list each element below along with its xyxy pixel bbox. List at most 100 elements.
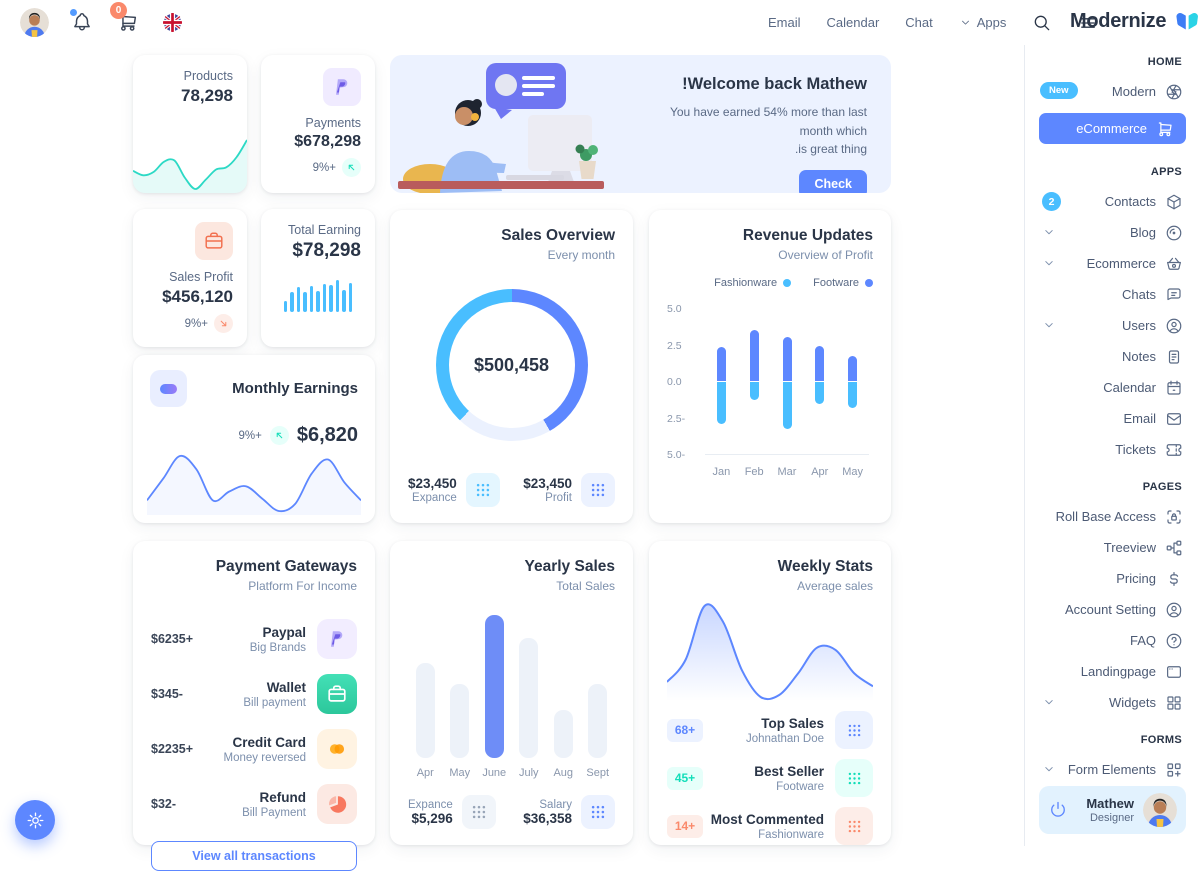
grid-dots-icon[interactable] bbox=[581, 473, 615, 507]
paypal-icon bbox=[317, 619, 357, 659]
revenue-bar-fashionware bbox=[782, 382, 792, 429]
chevron-down-icon bbox=[1042, 318, 1056, 332]
nav-chat-link[interactable]: Chat bbox=[905, 15, 933, 30]
revenue-legend: Fashionware Footware bbox=[667, 277, 873, 289]
user-circle-icon bbox=[1165, 317, 1183, 335]
grid-dots-icon[interactable] bbox=[835, 711, 873, 749]
check-button[interactable]: Check bbox=[799, 169, 867, 193]
revenue-bar-fashionware bbox=[716, 382, 726, 425]
yearly-sales-card: Yearly Sales Total Sales Apr May June July A… bbox=[390, 541, 633, 845]
sidebar-item-calendar[interactable]: Calendar bbox=[1025, 372, 1200, 403]
salary-stat: Salary $36,358 bbox=[523, 795, 615, 829]
nav-calendar-link[interactable]: Calendar bbox=[826, 15, 880, 30]
cart-button[interactable]: 0 bbox=[110, 1, 141, 35]
notifications-button[interactable] bbox=[70, 8, 95, 35]
notification-dot bbox=[70, 8, 77, 16]
search-icon[interactable] bbox=[1032, 13, 1052, 33]
dollar-icon bbox=[1165, 570, 1183, 588]
brand-logo-icon bbox=[1174, 9, 1200, 33]
sidebar-item-chats[interactable]: Chats bbox=[1025, 279, 1200, 310]
payments-card: Payments $678,298 9%+ bbox=[261, 55, 375, 193]
topbar-left-cluster: 0 bbox=[20, 0, 182, 45]
nav-apps-dropdown[interactable]: Apps bbox=[959, 15, 1006, 30]
mail-icon bbox=[1165, 410, 1183, 428]
yearly-sales-bar-chart: Apr May June July Aug Sept bbox=[408, 601, 615, 779]
sidebar-item-roll-base-access[interactable]: Roll Base Access bbox=[1025, 501, 1200, 532]
total-earning-card: Total Earning $78,298 bbox=[261, 209, 375, 347]
user-avatar[interactable] bbox=[20, 8, 49, 37]
yearly-sales-bar bbox=[415, 663, 435, 758]
basket-icon bbox=[1165, 255, 1183, 273]
sales-profit-value: $456,120 bbox=[162, 287, 233, 306]
language-flag-button[interactable] bbox=[163, 13, 182, 32]
sidebar-item-pricing[interactable]: Pricing bbox=[1025, 563, 1200, 594]
sidebar-item-contacts[interactable]: 2 Contacts bbox=[1025, 186, 1200, 217]
sidebar-item-users[interactable]: Users bbox=[1025, 310, 1200, 341]
gateway-row-paypal: $6235+ Paypal Big Brands bbox=[151, 619, 357, 659]
total-earning-bar bbox=[316, 290, 320, 312]
sales-overview-footer: $23,450 Expance $23,450 Profit bbox=[408, 473, 615, 507]
grid-dots-icon[interactable] bbox=[835, 759, 873, 797]
layout-grid-icon bbox=[1165, 694, 1183, 712]
total-earning-bar bbox=[335, 279, 340, 312]
x-axis-label: Aug bbox=[553, 767, 574, 779]
welcome-title: !Welcome back Mathew bbox=[682, 75, 867, 93]
sales-overview-subtitle: Every month bbox=[547, 248, 615, 262]
nav-email-link[interactable]: Email bbox=[768, 15, 801, 30]
section-title-home: HOME bbox=[1147, 56, 1182, 68]
sidebar-item-treeview[interactable]: Treeview bbox=[1025, 532, 1200, 563]
sidebar-user-card[interactable]: Mathew Designer bbox=[1039, 786, 1186, 834]
chevron-down-icon bbox=[1042, 256, 1056, 270]
grid-dots-icon[interactable] bbox=[465, 473, 500, 507]
sales-profit-label: Sales Profit bbox=[169, 270, 233, 284]
grid-dots-icon[interactable] bbox=[835, 807, 873, 845]
revenue-updates-card: Revenue Updates Overview of Profit Fashi… bbox=[649, 210, 891, 523]
sidebar-item-landingpage[interactable]: Landingpage bbox=[1025, 656, 1200, 687]
sidebar-item-email[interactable]: Email bbox=[1025, 403, 1200, 434]
grid-dots-icon[interactable] bbox=[461, 795, 496, 829]
payments-delta: 9%+ bbox=[275, 158, 361, 177]
revenue-bar-footware bbox=[749, 329, 759, 381]
briefcase-icon bbox=[195, 222, 233, 260]
sidebar-item-form-elements[interactable]: Form Elements bbox=[1025, 754, 1200, 785]
sidebar-item-widgets[interactable]: Widgets bbox=[1025, 687, 1200, 718]
total-earning-bar bbox=[296, 286, 301, 312]
most-commented-badge: 14+ bbox=[667, 814, 703, 838]
main-content: Products 78,298 Payments $678,298 9%+ bbox=[133, 55, 891, 871]
total-earning-bar bbox=[290, 292, 294, 312]
welcome-banner: !Welcome back Mathew You have earned 54%… bbox=[390, 55, 891, 193]
lock-access-icon bbox=[1165, 508, 1183, 526]
section-title-pages: PAGES bbox=[1142, 481, 1182, 493]
sidebar-item-notes[interactable]: Notes bbox=[1025, 341, 1200, 372]
sidebar-item-tickets[interactable]: Tickets bbox=[1025, 434, 1200, 465]
expance-stat: Expance $5,296 bbox=[408, 795, 496, 829]
revenue-bar-footware bbox=[716, 347, 726, 381]
chevron-down-icon bbox=[1042, 695, 1056, 709]
arrow-up-left-icon bbox=[269, 426, 289, 445]
weekly-stats-card: Weekly Stats Average sales 68+ Top Sales… bbox=[649, 541, 891, 845]
sidebar-item-faq[interactable]: FAQ bbox=[1025, 625, 1200, 656]
settings-fab-button[interactable] bbox=[15, 800, 55, 840]
sidebar-item-blog[interactable]: Blog bbox=[1025, 217, 1200, 248]
user-name: Mathew bbox=[1086, 796, 1134, 811]
weekly-stats-subtitle: Average sales bbox=[797, 579, 873, 593]
contacts-count-badge: 2 bbox=[1042, 192, 1061, 211]
yearly-sales-column: May bbox=[443, 684, 478, 779]
sidebar-divider bbox=[1024, 0, 1025, 846]
sidebar-item-modern[interactable]: New Modern bbox=[1025, 76, 1200, 107]
y-axis-tick: 2.5 bbox=[667, 339, 682, 352]
yearly-sales-column: July bbox=[512, 638, 547, 779]
revenue-bar-chart: 5.0 2.5 0.0 2.5- 5.0- Jan Feb Mar Apr May bbox=[667, 303, 873, 483]
grid-dots-icon[interactable] bbox=[581, 795, 615, 829]
payment-gateways-subtitle: Platform For Income bbox=[248, 579, 357, 593]
brand-name: Modernize bbox=[1070, 9, 1167, 32]
logout-power-icon[interactable] bbox=[1048, 800, 1068, 820]
x-axis-label: Apr bbox=[811, 466, 829, 478]
forms-icon bbox=[1165, 761, 1183, 779]
sidebar-item-ecommerce-app[interactable]: Ecommerce bbox=[1025, 248, 1200, 279]
sidebar-item-account-setting[interactable]: Account Setting bbox=[1025, 594, 1200, 625]
yearly-sales-column: Aug bbox=[546, 710, 581, 779]
chevron-down-icon bbox=[959, 16, 972, 29]
sidebar-item-ecommerce-active[interactable]: eCommerce bbox=[1039, 113, 1186, 144]
brand-logo[interactable]: Modernize bbox=[1070, 9, 1200, 33]
